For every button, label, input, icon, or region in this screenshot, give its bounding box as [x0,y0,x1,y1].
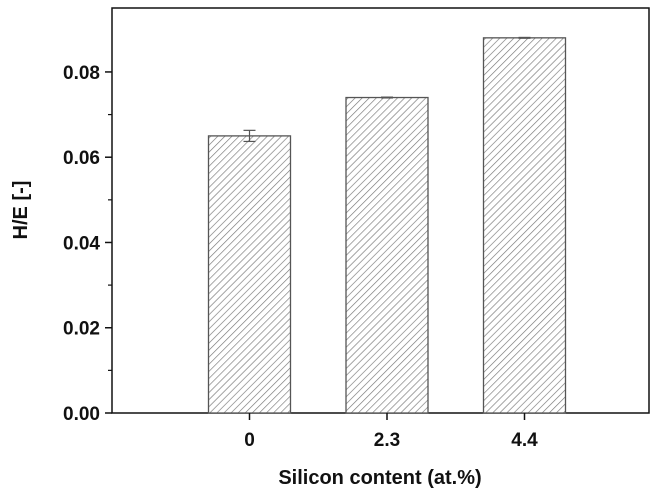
bars-group [207,37,567,414]
y-tick-label: 0.04 [63,233,100,254]
bar-4.4 [482,37,567,414]
x-tick-label: 4.4 [511,430,538,451]
y-tick-label: 0.02 [63,319,100,340]
x-tick-label: 0 [244,430,255,451]
y-tick-label: 0.08 [63,63,100,84]
y-tick-label: 0.06 [63,148,100,169]
y-axis-ticks: 0.00 0.02 0.04 0.06 0.08 [63,63,112,425]
x-axis-title: Silicon content (at.%) [278,467,481,489]
y-axis-title: H/E [-] [10,181,32,240]
error-bars-group [243,36,531,143]
x-axis-ticks: 0 2.3 4.4 [244,413,538,451]
y-tick-label: 0.00 [63,404,100,425]
bar-0 [207,135,292,414]
x-tick-label: 2.3 [374,430,400,451]
bar-2.3 [345,96,429,414]
